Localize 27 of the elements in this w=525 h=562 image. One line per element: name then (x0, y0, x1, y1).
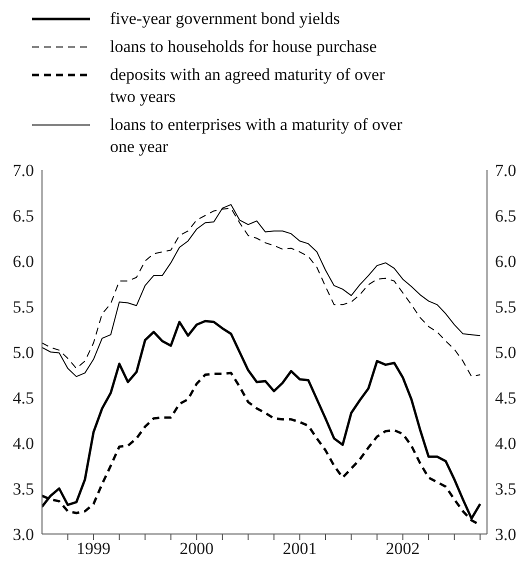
y-tick-label: 6.5 (12, 206, 34, 226)
y-tick-label: 5.5 (12, 298, 34, 317)
y-tick-label: 6.0 (12, 252, 34, 272)
legend-label: loans to households for house purchase (110, 36, 378, 58)
y2-tick-label: 4.0 (495, 434, 516, 454)
x-tick-label: 2001 (282, 539, 317, 558)
y2-tick-label: 6.0 (495, 252, 516, 272)
legend-label: deposits with an agreed maturity of over two years (110, 64, 386, 108)
legend-label: loans to enterprises with a maturity of over one year (110, 114, 404, 158)
y2-tick-label: 6.5 (495, 206, 516, 226)
y2-tick-label: 3.5 (495, 480, 516, 499)
y2-tick-label: 5.0 (495, 343, 516, 362)
y-tick-label: 4.0 (12, 434, 34, 454)
y2-tick-label: 7.0 (495, 161, 516, 180)
y-tick-label: 4.5 (12, 388, 34, 408)
y2-tick-label: 5.5 (495, 298, 516, 317)
y2-tick-label: 3.0 (495, 525, 516, 544)
y-tick-label: 3.5 (12, 480, 34, 499)
x-tick-label: 1999 (76, 539, 111, 558)
y-tick-label: 3.0 (12, 525, 34, 544)
y-tick-label: 5.0 (12, 343, 34, 362)
legend-label: five-year government bond yields (110, 8, 341, 30)
y2-tick-label: 4.5 (495, 388, 516, 408)
line-series (42, 320, 482, 520)
x-tick-label: 2000 (180, 539, 214, 558)
y-tick-label: 7.0 (12, 161, 34, 180)
x-tick-label: 2002 (386, 539, 420, 558)
